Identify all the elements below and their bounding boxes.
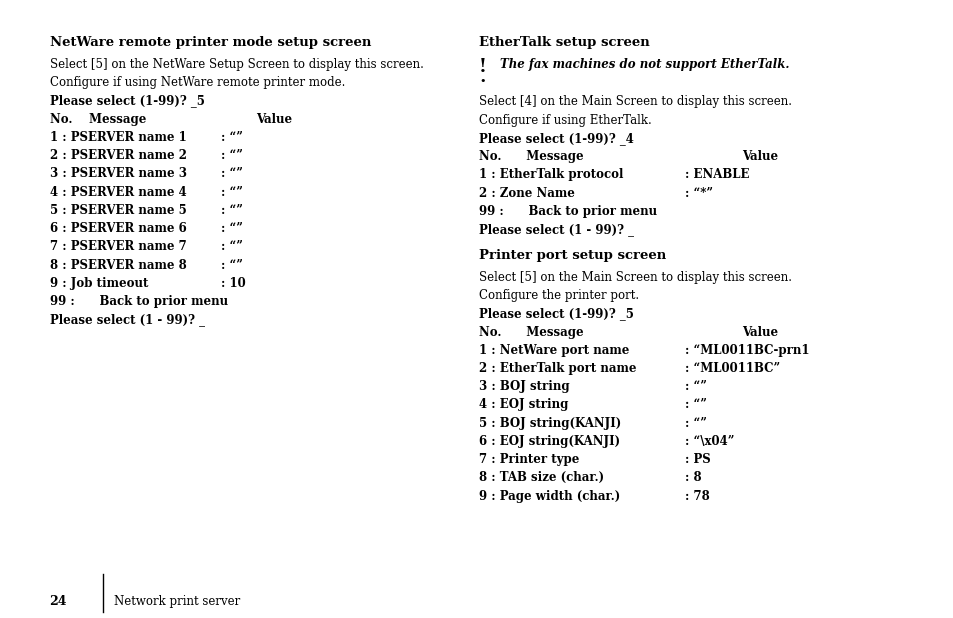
Text: 7 : Printer type: 7 : Printer type	[478, 453, 578, 466]
Text: : “\x04”: : “\x04”	[684, 435, 734, 448]
Text: 3 : BOJ string: 3 : BOJ string	[478, 380, 569, 393]
Text: !: !	[478, 58, 486, 76]
Text: 9 : Job timeout: 9 : Job timeout	[50, 277, 148, 290]
Text: Value: Value	[255, 112, 292, 126]
Text: 9 : Page width (char.): 9 : Page width (char.)	[478, 489, 619, 502]
Text: : “ML0011BC-prn1: : “ML0011BC-prn1	[684, 344, 809, 357]
Text: 7 : PSERVER name 7: 7 : PSERVER name 7	[50, 240, 186, 253]
Text: Please select (1 - 99)? _: Please select (1 - 99)? _	[478, 223, 633, 236]
Text: : 8: : 8	[684, 472, 700, 485]
Text: : 10: : 10	[221, 277, 246, 290]
Text: 4 : EOJ string: 4 : EOJ string	[478, 399, 568, 412]
Text: : “”: : “”	[684, 380, 706, 393]
Text: 1 : EtherTalk protocol: 1 : EtherTalk protocol	[478, 168, 622, 182]
Text: : “”: : “”	[221, 185, 243, 199]
Text: No.    Message: No. Message	[50, 112, 146, 126]
Text: Select [5] on the Main Screen to display this screen.: Select [5] on the Main Screen to display…	[478, 271, 791, 284]
Text: 2 : PSERVER name 2: 2 : PSERVER name 2	[50, 149, 187, 163]
Text: 5 : BOJ string(KANJI): 5 : BOJ string(KANJI)	[478, 417, 620, 430]
Text: Please select (1 - 99)? _: Please select (1 - 99)? _	[50, 313, 204, 326]
Text: 6 : EOJ string(KANJI): 6 : EOJ string(KANJI)	[478, 435, 619, 448]
Text: 2 : Zone Name: 2 : Zone Name	[478, 187, 574, 200]
Text: 1 : PSERVER name 1: 1 : PSERVER name 1	[50, 131, 186, 144]
Text: : “*”: : “*”	[684, 187, 712, 200]
Text: Value: Value	[741, 326, 778, 339]
Text: : “”: : “”	[221, 258, 243, 272]
Text: No.      Message: No. Message	[478, 150, 583, 163]
Text: : ENABLE: : ENABLE	[684, 168, 749, 182]
Text: : “ML0011BC”: : “ML0011BC”	[684, 362, 780, 375]
Text: NetWare remote printer mode setup screen: NetWare remote printer mode setup screen	[50, 36, 371, 49]
Text: : PS: : PS	[684, 453, 710, 466]
Text: 99 :      Back to prior menu: 99 : Back to prior menu	[478, 205, 657, 218]
Text: Network print server: Network print server	[114, 595, 240, 607]
Text: : “”: : “”	[221, 222, 243, 235]
Text: 8 : PSERVER name 8: 8 : PSERVER name 8	[50, 258, 186, 272]
Text: Configure if using EtherTalk.: Configure if using EtherTalk.	[478, 114, 651, 127]
Text: 1 : NetWare port name: 1 : NetWare port name	[478, 344, 629, 357]
Text: No.      Message: No. Message	[478, 326, 583, 339]
Text: 99 :      Back to prior menu: 99 : Back to prior menu	[50, 295, 228, 308]
Text: Please select (1-99)? _5: Please select (1-99)? _5	[478, 307, 633, 320]
Text: 2 : EtherTalk port name: 2 : EtherTalk port name	[478, 362, 636, 375]
Text: : “”: : “”	[684, 417, 706, 430]
Text: 6 : PSERVER name 6: 6 : PSERVER name 6	[50, 222, 186, 235]
Text: Select [5] on the NetWare Setup Screen to display this screen.: Select [5] on the NetWare Setup Screen t…	[50, 58, 423, 71]
Text: Configure if using NetWare remote printer mode.: Configure if using NetWare remote printe…	[50, 76, 345, 90]
Text: The fax machines do not support EtherTalk.: The fax machines do not support EtherTal…	[499, 58, 788, 71]
Text: 4 : PSERVER name 4: 4 : PSERVER name 4	[50, 185, 186, 199]
Text: : 78: : 78	[684, 489, 709, 502]
Text: : “”: : “”	[221, 240, 243, 253]
Text: Select [4] on the Main Screen to display this screen.: Select [4] on the Main Screen to display…	[478, 95, 791, 109]
Text: 24: 24	[50, 595, 67, 607]
Text: : “”: : “”	[221, 131, 243, 144]
Text: 3 : PSERVER name 3: 3 : PSERVER name 3	[50, 167, 187, 180]
Text: EtherTalk setup screen: EtherTalk setup screen	[478, 36, 649, 49]
Text: : “”: : “”	[684, 399, 706, 412]
Text: Please select (1-99)? _4: Please select (1-99)? _4	[478, 132, 633, 145]
Text: : “”: : “”	[221, 204, 243, 217]
Text: Value: Value	[741, 150, 778, 163]
Text: 5 : PSERVER name 5: 5 : PSERVER name 5	[50, 204, 186, 217]
Text: : “”: : “”	[221, 167, 243, 180]
Text: 8 : TAB size (char.): 8 : TAB size (char.)	[478, 472, 603, 485]
Text: •: •	[478, 76, 485, 87]
Text: Configure the printer port.: Configure the printer port.	[478, 289, 639, 302]
Text: : “”: : “”	[221, 149, 243, 163]
Text: Printer port setup screen: Printer port setup screen	[478, 248, 665, 261]
Text: Please select (1-99)? _5: Please select (1-99)? _5	[50, 95, 204, 108]
